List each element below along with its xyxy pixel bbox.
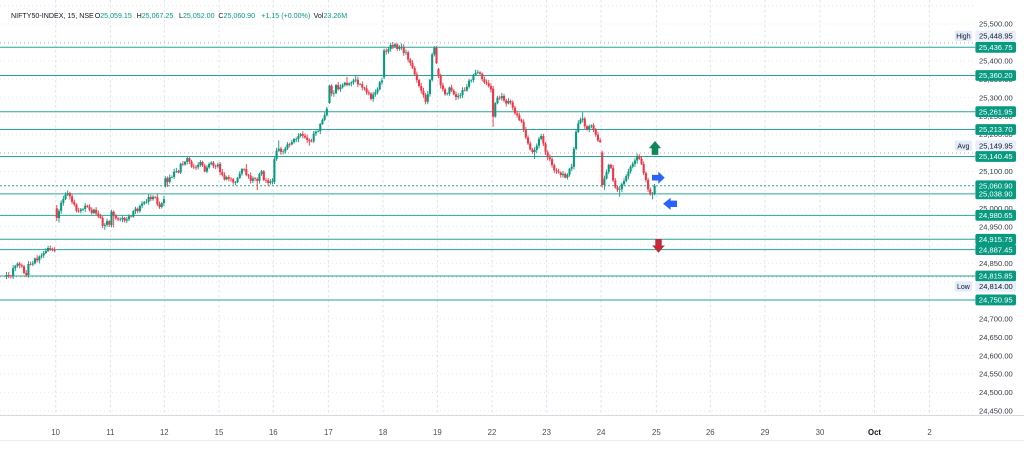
svg-text:25: 25 [652, 428, 661, 437]
svg-text:24,750.95: 24,750.95 [979, 296, 1013, 305]
svg-text:NIFTY50-INDEX, 15, NSE: NIFTY50-INDEX, 15, NSE [11, 12, 94, 20]
svg-text:25,140.45: 25,140.45 [979, 152, 1013, 161]
svg-text:25,000.00: 25,000.00 [979, 204, 1013, 213]
svg-text:24,700.00: 24,700.00 [979, 314, 1013, 323]
svg-text:25,300.00: 25,300.00 [979, 93, 1013, 102]
svg-text:12: 12 [160, 428, 169, 437]
svg-text:Vol23.26M: Vol23.26M [314, 12, 348, 20]
svg-text:25,100.00: 25,100.00 [979, 167, 1013, 176]
svg-text:High: High [956, 34, 971, 41]
svg-text:10: 10 [51, 428, 60, 437]
svg-text:24,887.45: 24,887.45 [979, 245, 1013, 254]
svg-text:25,060.90: 25,060.90 [979, 181, 1013, 190]
svg-text:24,500.00: 24,500.00 [979, 388, 1013, 397]
svg-text:16: 16 [269, 428, 278, 437]
svg-text:25,038.90: 25,038.90 [979, 190, 1013, 199]
svg-text:24,915.75: 24,915.75 [979, 235, 1013, 244]
svg-text:O25,059.15: O25,059.15 [95, 12, 132, 20]
svg-text:26: 26 [706, 428, 715, 437]
svg-text:19: 19 [433, 428, 442, 437]
svg-text:24,815.85: 24,815.85 [979, 272, 1013, 281]
svg-text:25,261.95: 25,261.95 [979, 107, 1013, 116]
svg-text:24,450.00: 24,450.00 [979, 407, 1013, 416]
svg-text:24: 24 [597, 428, 606, 437]
svg-text:Avg: Avg [957, 143, 969, 150]
svg-text:Oct: Oct [868, 428, 881, 437]
svg-text:24,600.00: 24,600.00 [979, 351, 1013, 360]
svg-text:25,436.75: 25,436.75 [979, 43, 1013, 52]
svg-text:L25,052.00: L25,052.00 [179, 12, 215, 20]
svg-text:30: 30 [816, 428, 825, 437]
svg-text:C25,060.90: C25,060.90 [218, 12, 255, 20]
svg-text:15: 15 [215, 428, 224, 437]
svg-text:Low: Low [957, 284, 971, 291]
svg-text:17: 17 [324, 428, 333, 437]
svg-text:29: 29 [761, 428, 770, 437]
svg-text:24,814.00: 24,814.00 [979, 282, 1013, 291]
svg-text:11: 11 [106, 428, 114, 437]
svg-text:24,650.00: 24,650.00 [979, 333, 1013, 342]
svg-text:24,850.00: 24,850.00 [979, 259, 1013, 268]
svg-text:23: 23 [542, 428, 551, 437]
svg-text:24,550.00: 24,550.00 [979, 370, 1013, 379]
svg-text:25,213.70: 25,213.70 [979, 125, 1013, 134]
svg-text:H25,067.25: H25,067.25 [137, 12, 174, 20]
svg-text:18: 18 [379, 428, 388, 437]
svg-text:24,980.65: 24,980.65 [979, 211, 1013, 220]
svg-text:2: 2 [927, 428, 931, 437]
svg-text:25,400.00: 25,400.00 [979, 57, 1013, 66]
svg-text:24,950.00: 24,950.00 [979, 222, 1013, 231]
svg-text:+1.15 (+0.00%): +1.15 (+0.00%) [261, 12, 310, 20]
svg-text:25,149.95: 25,149.95 [979, 141, 1013, 150]
svg-text:25,448.95: 25,448.95 [979, 32, 1013, 41]
svg-text:22: 22 [488, 428, 497, 437]
svg-text:25,360.20: 25,360.20 [979, 71, 1013, 80]
svg-text:25,500.00: 25,500.00 [979, 20, 1013, 29]
